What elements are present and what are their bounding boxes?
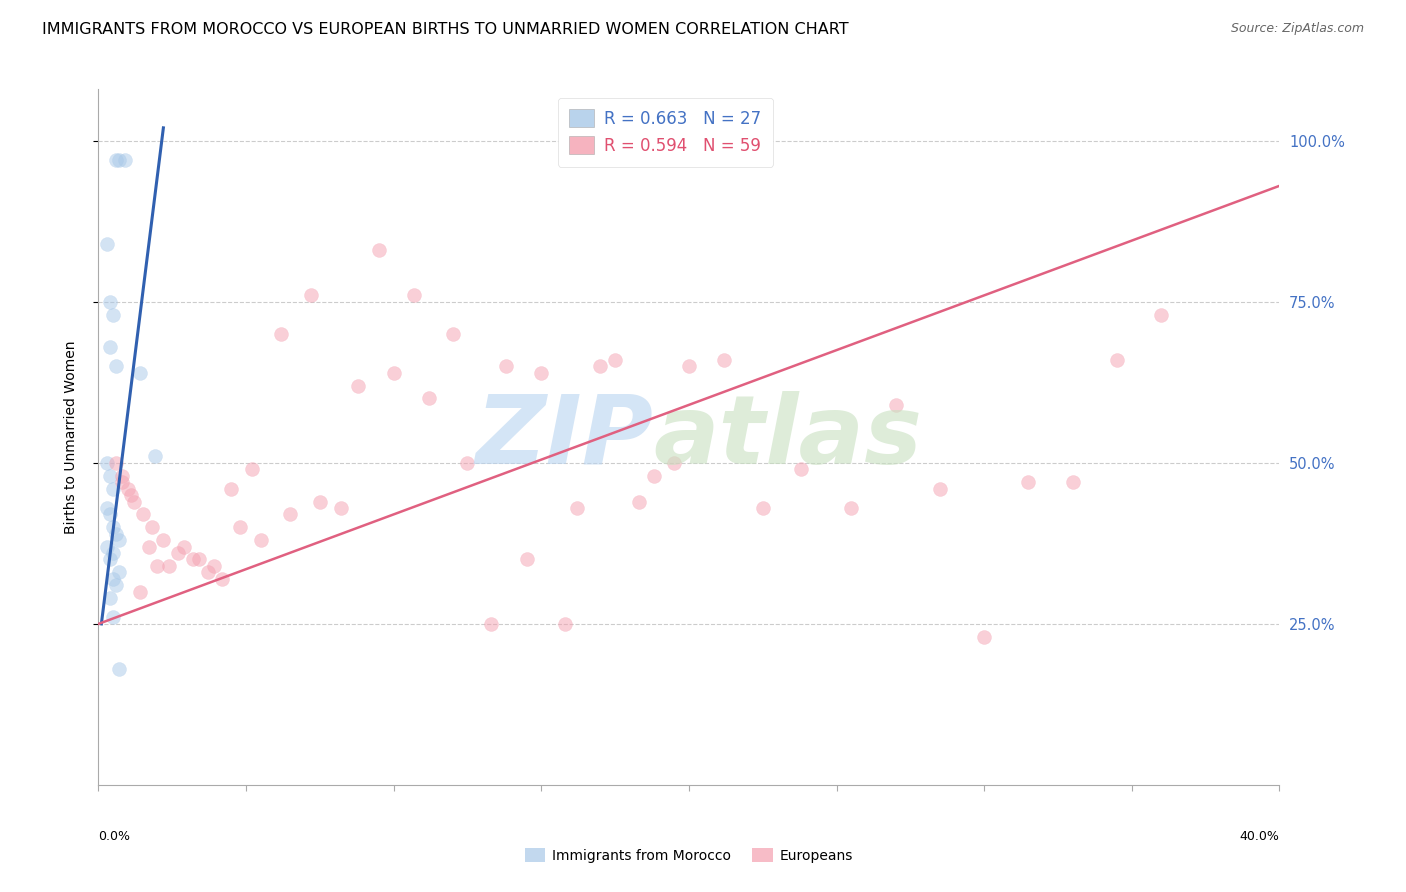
Point (884, 398, 907, 412)
Point (98, 591, 121, 606)
Text: ZIP: ZIP (475, 391, 654, 483)
Point (790, 462, 813, 476)
Point (197, 566, 219, 580)
Point (114, 153, 136, 167)
Point (368, 244, 391, 258)
Point (128, 366, 150, 380)
Point (105, 456, 128, 470)
Point (103, 572, 125, 586)
Point (404, 288, 426, 302)
Point (441, 326, 464, 341)
Point (128, 584, 150, 599)
Point (554, 616, 576, 631)
Point (143, 450, 166, 464)
Point (605, 352, 627, 367)
Legend: Immigrants from Morocco, Europeans: Immigrants from Morocco, Europeans (519, 843, 859, 869)
Text: atlas: atlas (654, 391, 922, 483)
Point (1105, 352, 1128, 367)
Point (299, 288, 322, 302)
Point (627, 494, 650, 508)
Text: 0.0%: 0.0% (98, 830, 131, 843)
Point (105, 153, 128, 167)
Point (270, 326, 292, 341)
Point (418, 392, 440, 406)
Point (229, 520, 252, 534)
Point (495, 359, 517, 374)
Point (589, 359, 612, 374)
Text: IMMIGRANTS FROM MOROCCO VS EUROPEAN BIRTHS TO UNMARRIED WOMEN CORRELATION CHART: IMMIGRANTS FROM MOROCCO VS EUROPEAN BIRT… (42, 22, 849, 37)
Point (105, 578, 128, 592)
Point (98, 340, 121, 354)
Point (713, 352, 735, 367)
Point (108, 153, 131, 167)
Y-axis label: Births to Unmarried Women: Births to Unmarried Women (63, 341, 77, 533)
Point (1017, 475, 1039, 490)
Point (173, 540, 195, 554)
Point (103, 308, 125, 322)
Point (347, 378, 370, 392)
Point (103, 520, 125, 534)
Point (240, 462, 263, 476)
Point (146, 558, 169, 573)
Point (96, 456, 118, 470)
Point (278, 508, 302, 522)
Point (841, 500, 863, 515)
Point (309, 494, 332, 508)
Text: 40.0%: 40.0% (1240, 830, 1279, 843)
Point (250, 533, 273, 548)
Point (973, 630, 995, 644)
Point (141, 520, 163, 534)
Point (181, 552, 204, 566)
Point (122, 494, 145, 508)
Point (96, 540, 118, 554)
Point (329, 500, 352, 515)
Point (187, 552, 209, 566)
Point (120, 488, 142, 502)
Point (98, 552, 121, 566)
Point (111, 468, 134, 483)
Point (565, 500, 588, 515)
Point (211, 572, 233, 586)
Point (98, 508, 121, 522)
Point (103, 482, 125, 496)
Point (103, 546, 125, 560)
Point (132, 508, 155, 522)
Point (108, 662, 131, 676)
Point (105, 359, 128, 374)
Point (98, 294, 121, 309)
Point (219, 482, 242, 496)
Point (167, 546, 190, 560)
Point (1062, 475, 1084, 490)
Point (751, 500, 773, 515)
Point (678, 359, 700, 374)
Point (103, 610, 125, 624)
Point (108, 533, 131, 548)
Point (515, 552, 537, 566)
Point (479, 616, 502, 631)
Point (382, 366, 405, 380)
Point (108, 566, 131, 580)
Point (456, 456, 478, 470)
Point (117, 482, 139, 496)
Point (202, 558, 225, 573)
Point (157, 558, 180, 573)
Text: Source: ZipAtlas.com: Source: ZipAtlas.com (1230, 22, 1364, 36)
Point (96, 236, 118, 251)
Point (1150, 308, 1173, 322)
Point (664, 456, 686, 470)
Point (111, 475, 134, 490)
Point (530, 366, 553, 380)
Point (138, 540, 160, 554)
Point (928, 482, 950, 496)
Point (152, 533, 174, 548)
Point (643, 468, 665, 483)
Point (105, 526, 128, 541)
Point (96, 500, 118, 515)
Point (98, 468, 121, 483)
